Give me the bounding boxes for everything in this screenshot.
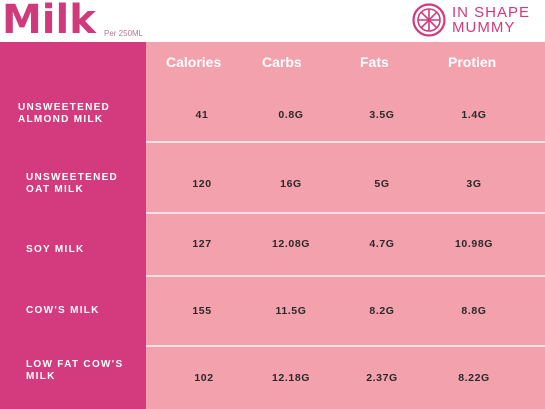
row-divider (146, 212, 545, 214)
table-cell: 10.98G (454, 238, 494, 250)
column-header-protien: Protien (448, 54, 497, 70)
table-cell: 3.5G (369, 109, 395, 121)
row-label-line: OAT MILK (26, 184, 84, 195)
header: Milk Per 250ML IN SHAPE MUMMY (0, 0, 545, 43)
table-cell: 1.4G (461, 109, 487, 121)
table-cell: 102 (194, 372, 214, 384)
page-title: Milk (2, 0, 96, 43)
table-cell: 155 (192, 305, 212, 317)
logo-text: IN SHAPE MUMMY (452, 5, 530, 35)
row-label-line: ALMOND MILK (18, 114, 104, 125)
table-cell: 5G (374, 178, 390, 190)
row-label-line: COW'S MILK (26, 305, 100, 316)
table-cell: 127 (192, 238, 212, 250)
row-label-line: SOY MILK (26, 244, 85, 255)
row-divider (146, 141, 545, 143)
row-label-almond: UNSWEETENED ALMOND MILK (18, 102, 110, 126)
brand-logo: IN SHAPE MUMMY (412, 3, 542, 39)
orange-slice-icon (412, 3, 446, 37)
row-label-oat: UNSWEETENED OAT MILK (26, 172, 118, 196)
row-label-line: LOW FAT COW'S (26, 359, 124, 370)
table-cell: 2.37G (366, 372, 398, 384)
row-label-cows: COW'S MILK (26, 305, 100, 317)
table-cell: 12.18G (271, 372, 311, 384)
table-cell: 3G (466, 178, 482, 190)
table-cell: 4.7G (369, 238, 395, 250)
logo-line-2: MUMMY (452, 19, 516, 36)
table-cell: 12.08G (271, 238, 311, 250)
page-subtitle: Per 250ML (104, 29, 144, 38)
logo-line-1: IN SHAPE (452, 4, 531, 21)
table-body (146, 42, 545, 409)
row-divider (146, 345, 545, 347)
table-cell: 16G (280, 178, 302, 190)
column-header-fats: Fats (360, 54, 389, 70)
row-label-band (0, 42, 146, 409)
table-cell: 8.8G (461, 305, 487, 317)
table-cell: 11.5G (275, 305, 307, 317)
row-label-line: UNSWEETENED (26, 172, 119, 183)
row-label-line: UNSWEETENED (18, 102, 111, 113)
table-cell: 41 (195, 109, 209, 121)
row-divider (146, 275, 545, 277)
table-cell: 8.22G (458, 372, 490, 384)
column-header-carbs: Carbs (262, 54, 302, 70)
column-header-calories: Calories (166, 54, 222, 70)
row-label-soy: SOY MILK (26, 244, 85, 256)
row-label-low-fat: LOW FAT COW'S MILK (26, 359, 123, 383)
table-cell: 120 (192, 178, 212, 190)
row-label-line: MILK (26, 371, 56, 382)
table-cell: 0.8G (278, 109, 304, 121)
table-cell: 8.2G (369, 305, 395, 317)
